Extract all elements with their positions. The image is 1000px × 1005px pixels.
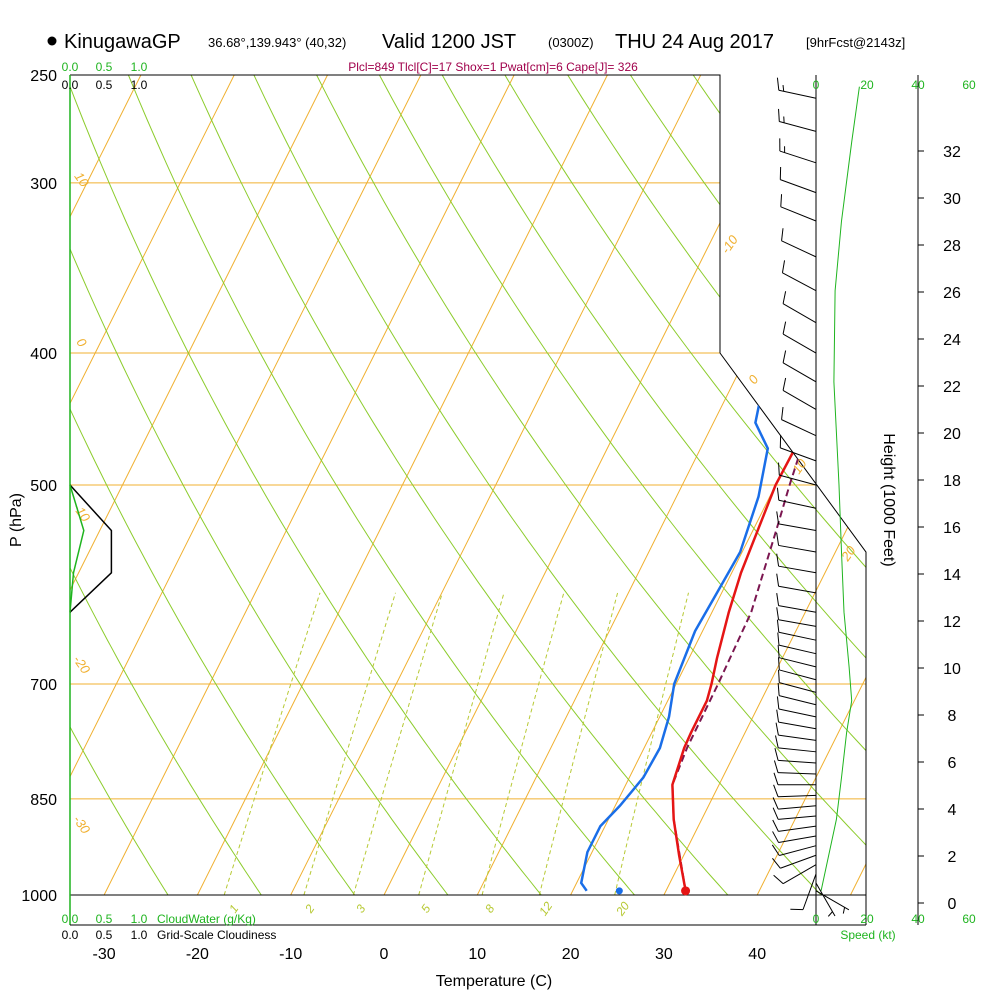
speed-tick-top-1: 20 bbox=[860, 78, 874, 92]
height-tick-32: 32 bbox=[943, 144, 961, 161]
cloudwater-label: CloudWater (g/Kg) bbox=[157, 912, 256, 926]
cw-tick-bottom-0: 0.0 bbox=[62, 912, 79, 926]
height-tick-24: 24 bbox=[943, 332, 961, 349]
surface-dewpoint-marker bbox=[616, 887, 623, 894]
pressure-tick-400: 400 bbox=[30, 346, 57, 363]
speed-tick-top-2: 40 bbox=[911, 78, 925, 92]
height-tick-28: 28 bbox=[943, 238, 961, 255]
pressure-tick-300: 300 bbox=[30, 176, 57, 193]
height-tick-10: 10 bbox=[943, 661, 961, 678]
station-name: KinugawaGP bbox=[64, 31, 181, 53]
height-tick-2: 2 bbox=[948, 849, 957, 866]
valid-date: THU 24 Aug 2017 bbox=[615, 31, 774, 53]
surface-temperature-marker bbox=[681, 886, 690, 895]
height-tick-20: 20 bbox=[943, 426, 961, 443]
height-tick-4: 4 bbox=[948, 802, 957, 819]
cloudiness-label: Grid-Scale Cloudiness bbox=[157, 928, 276, 942]
height-tick-30: 30 bbox=[943, 191, 961, 208]
gsc-tick-bottom-2: 1.0 bbox=[131, 928, 148, 942]
height-tick-0: 0 bbox=[948, 896, 957, 913]
gsc-tick-bottom-1: 0.5 bbox=[96, 928, 113, 942]
gsc-tick-top-0: 0.0 bbox=[62, 78, 79, 92]
height-tick-14: 14 bbox=[943, 567, 961, 584]
cw-tick-bottom-2: 1.0 bbox=[131, 912, 148, 926]
pressure-tick-250: 250 bbox=[30, 68, 57, 85]
temperature-tick--30: -30 bbox=[93, 946, 116, 963]
height-tick-6: 6 bbox=[948, 755, 957, 772]
valid-time: Valid 1200 JST bbox=[382, 31, 516, 53]
temperature-tick--20: -20 bbox=[186, 946, 209, 963]
forecast-info: [9hrFcst@2143z] bbox=[806, 35, 905, 50]
pressure-tick-850: 850 bbox=[30, 792, 57, 809]
pressure-axis-label: P (hPa) bbox=[8, 493, 25, 547]
cw-tick-top-0: 0.0 bbox=[62, 60, 79, 74]
sounding-params: Plcl=849 Tlcl[C]=17 Shox=1 Pwat[cm]=6 Ca… bbox=[348, 60, 638, 74]
speed-tick-bottom-3: 60 bbox=[962, 912, 976, 926]
height-tick-22: 22 bbox=[943, 379, 961, 396]
gsc-tick-bottom-0: 0.0 bbox=[62, 928, 79, 942]
speed-tick-bottom-2: 40 bbox=[911, 912, 925, 926]
cw-tick-top-1: 0.5 bbox=[96, 60, 113, 74]
height-axis-label: Height (1000 Feet) bbox=[880, 433, 897, 566]
pressure-tick-700: 700 bbox=[30, 677, 57, 694]
pressure-tick-1000: 1000 bbox=[21, 888, 57, 905]
station-coords: 36.68°,139.943° (40,32) bbox=[208, 35, 346, 50]
height-tick-12: 12 bbox=[943, 614, 961, 631]
temperature-tick-20: 20 bbox=[562, 946, 580, 963]
height-tick-26: 26 bbox=[943, 285, 961, 302]
height-tick-16: 16 bbox=[943, 520, 961, 537]
pressure-tick-500: 500 bbox=[30, 478, 57, 495]
speed-tick-bottom-1: 20 bbox=[860, 912, 874, 926]
cw-tick-bottom-1: 0.5 bbox=[96, 912, 113, 926]
temperature-tick-10: 10 bbox=[468, 946, 486, 963]
temperature-axis-label: Temperature (C) bbox=[436, 973, 552, 990]
speed-axis-label: Speed (kt) bbox=[840, 928, 895, 942]
speed-tick-bottom-0: 0 bbox=[813, 912, 820, 926]
temperature-tick-40: 40 bbox=[748, 946, 766, 963]
cw-tick-top-2: 1.0 bbox=[131, 60, 148, 74]
gsc-tick-top-1: 0.5 bbox=[96, 78, 113, 92]
valid-utc: (0300Z) bbox=[548, 35, 594, 50]
speed-tick-top-3: 60 bbox=[962, 78, 976, 92]
height-tick-18: 18 bbox=[943, 473, 961, 490]
gsc-tick-top-2: 1.0 bbox=[131, 78, 148, 92]
temperature-tick-0: 0 bbox=[380, 946, 389, 963]
station-bullet-icon bbox=[48, 37, 57, 46]
temperature-tick-30: 30 bbox=[655, 946, 673, 963]
temperature-tick--10: -10 bbox=[279, 946, 302, 963]
height-tick-8: 8 bbox=[948, 708, 957, 725]
speed-tick-top-0: 0 bbox=[813, 78, 820, 92]
